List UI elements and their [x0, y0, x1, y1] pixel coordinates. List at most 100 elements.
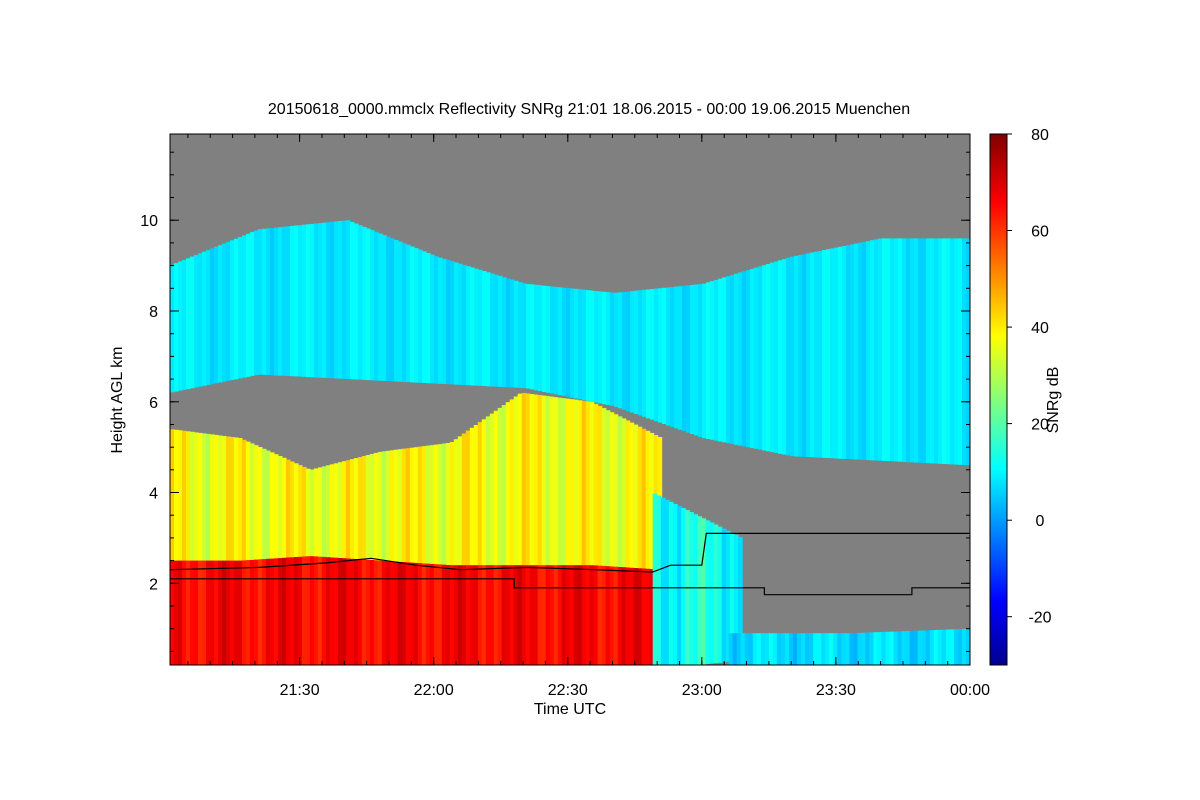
echo-strip — [277, 558, 283, 665]
echo-strip — [697, 516, 703, 665]
echo-strip — [569, 399, 575, 665]
echo-strip — [498, 275, 503, 387]
echo-strip — [629, 422, 635, 665]
echo-strip — [501, 405, 507, 665]
echo-strip — [881, 631, 887, 665]
echo-strip — [569, 565, 575, 665]
echo-strip — [617, 567, 623, 665]
echo-strip — [214, 434, 219, 665]
echo-strip — [245, 441, 251, 665]
echo-strip — [282, 226, 287, 376]
echo-strip — [557, 565, 563, 665]
echo-strip — [369, 560, 375, 665]
echo-strip — [365, 559, 371, 665]
echo-strip — [353, 559, 359, 665]
echo-strip — [450, 261, 455, 385]
echo-strip — [170, 264, 175, 393]
echo-strip — [206, 250, 211, 385]
echo-strip — [633, 424, 639, 665]
echo-strip — [473, 425, 479, 665]
echo-strip — [350, 222, 355, 380]
echo-strip — [909, 630, 915, 665]
x-tick-label: 21:30 — [280, 682, 320, 699]
echo-strip — [906, 238, 911, 463]
echo-strip — [421, 446, 427, 665]
echo-strip — [522, 283, 527, 389]
y-tick-label: 8 — [149, 304, 158, 321]
echo-strip — [274, 227, 279, 376]
x-axis: 21:30 22:00 22:30 23:00 23:30 00:00 — [187, 134, 990, 699]
y-tick-label: 4 — [149, 486, 158, 503]
echo-strip — [174, 263, 179, 392]
echo-strip — [918, 238, 923, 463]
echo-strip — [374, 231, 379, 381]
echo-strip — [178, 430, 183, 665]
echo-strip — [742, 271, 747, 447]
echo-strip — [381, 451, 387, 665]
echo-strip — [557, 397, 563, 665]
echo-strip — [558, 287, 563, 396]
echo-strip — [774, 261, 779, 453]
echo-strip — [358, 225, 363, 380]
echo-strip — [389, 561, 395, 665]
echo-strip — [265, 558, 271, 665]
echo-strip — [637, 568, 643, 665]
echo-strip — [898, 238, 903, 462]
echo-strip — [526, 284, 531, 389]
echo-strip — [797, 633, 802, 665]
echo-strip — [409, 562, 415, 665]
echo-strip — [545, 396, 551, 665]
echo-strip — [214, 246, 219, 384]
echo-strip — [178, 560, 183, 665]
echo-strip — [481, 565, 487, 665]
echo-strip — [949, 629, 955, 665]
echo-strip — [273, 558, 279, 665]
echo-strip — [638, 290, 643, 416]
echo-strip — [314, 223, 319, 378]
x-axis-label: Time UTC — [534, 701, 606, 718]
echo-strip — [278, 227, 283, 376]
echo-strip — [237, 438, 243, 665]
echo-strip — [877, 632, 883, 665]
echo-strip — [776, 633, 782, 665]
echo-strip — [732, 633, 738, 665]
echo-strip — [702, 283, 707, 439]
echo-strip — [801, 633, 806, 665]
echo-strip — [701, 518, 707, 665]
echo-strip — [321, 556, 327, 665]
echo-strip — [230, 437, 235, 665]
echo-strip — [489, 565, 495, 665]
echo-strip — [914, 238, 919, 463]
colorbar-tick-label: 40 — [1031, 320, 1049, 337]
y-tick-label: 6 — [149, 395, 158, 412]
echo-strip — [645, 568, 651, 665]
echo-strip — [405, 448, 411, 665]
echo-strip — [426, 253, 431, 384]
echo-strip — [497, 407, 503, 665]
echo-strip — [354, 223, 359, 380]
echo-strip — [198, 253, 203, 387]
echo-strip — [594, 291, 599, 403]
echo-strip — [736, 633, 742, 665]
echo-strip — [489, 413, 495, 665]
echo-strip — [474, 268, 479, 386]
echo-strip — [529, 565, 535, 665]
echo-strip — [806, 253, 811, 457]
echo-strip — [874, 239, 879, 461]
echo-strip — [818, 250, 823, 458]
echo-strip — [309, 556, 315, 665]
cirrus-ice-cloud — [170, 220, 970, 466]
colorbar-tick-label: 80 — [1031, 127, 1049, 144]
echo-strip — [728, 633, 734, 665]
echo-strip — [246, 233, 251, 377]
echo-strip — [218, 435, 223, 665]
echo-strip — [534, 284, 539, 391]
echo-strip — [593, 565, 599, 665]
echo-strip — [541, 565, 547, 665]
echo-strip — [601, 565, 607, 665]
echo-strip — [222, 243, 227, 382]
echo-strip — [249, 443, 255, 665]
echo-strip — [957, 629, 963, 665]
echo-strip — [830, 248, 835, 459]
echo-strip — [226, 436, 231, 665]
